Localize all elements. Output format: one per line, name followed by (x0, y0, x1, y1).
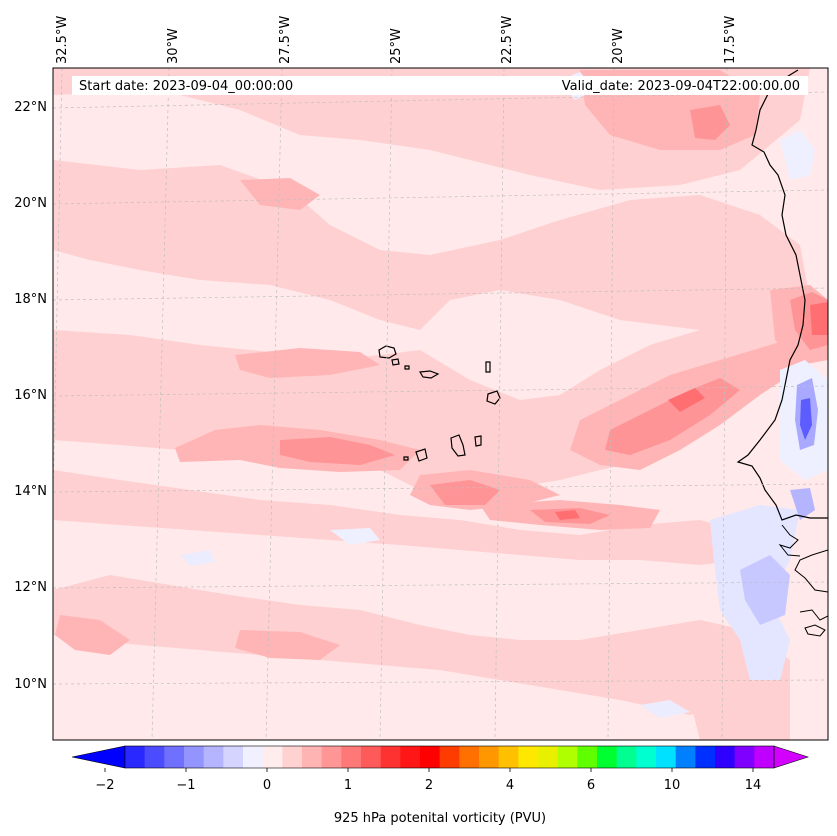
colorbar-cell (538, 746, 558, 768)
colorbar-max-extend (773, 745, 809, 769)
colorbar-cell (164, 746, 185, 768)
colorbar-tick-label: −1 (176, 778, 195, 793)
map-panel (53, 68, 828, 740)
colorbar-cell (577, 746, 598, 768)
longitude-labels: 32.5°W 30°W 27.5°W 25°W 22.5°W 20°W 17.5… (55, 16, 738, 64)
colorbar-cell (380, 746, 401, 768)
latitude-labels: 22°N 20°N 18°N 16°N 14°N 12°N 10°N (14, 100, 47, 692)
africa-coastline-south (794, 549, 828, 637)
colorbar-cell (243, 746, 263, 768)
colorbar-tick-label: 2 (425, 778, 433, 793)
colorbar-cell (361, 746, 381, 768)
colorbar-title: 925 hPa potenital vorticity (PVU) (334, 811, 546, 826)
colorbar-cell (321, 746, 342, 768)
lon-label: 20°W (611, 28, 626, 64)
colorbar-cell (223, 746, 244, 768)
colorbar-cell (754, 746, 775, 768)
lon-label: 17.5°W (723, 16, 738, 64)
colorbar-cell (184, 746, 204, 768)
start-date-label: Start date: 2023-09-04_00:00:00 (79, 79, 293, 94)
colorbar-cell (675, 746, 696, 768)
colorbar-cell (518, 746, 539, 768)
colorbar-cell (597, 746, 617, 768)
map-frame (52, 67, 829, 741)
lat-label: 18°N (14, 292, 47, 307)
colorbar-cell (262, 746, 283, 768)
colorbar-tick-label: 14 (745, 778, 762, 793)
lat-label: 20°N (14, 196, 47, 211)
colorbar-cell (459, 746, 480, 768)
lon-label: 27.5°W (278, 16, 293, 64)
colorbar-cell (125, 746, 145, 768)
colorbar-cell (302, 746, 322, 768)
lat-label: 12°N (14, 580, 47, 595)
colorbar-tick-labels: −2 −1 0 1 2 4 6 10 14 (95, 778, 761, 793)
colorbar-min-extend (71, 745, 126, 769)
cape-verde-islands (378, 345, 501, 462)
lon-label: 25°W (389, 28, 404, 64)
lat-label: 16°N (14, 388, 47, 403)
colorbar-cell (557, 746, 578, 768)
colorbar-tick-label: 4 (506, 778, 514, 793)
colorbar-cell (282, 746, 303, 768)
lon-label: 30°W (166, 28, 181, 64)
colorbar-cell (734, 746, 755, 768)
colorbar-cell (616, 746, 637, 768)
colorbar-cell (695, 746, 716, 768)
colorbar-cell (715, 746, 735, 768)
lon-label: 32.5°W (55, 16, 70, 64)
lon-label: 22.5°W (500, 16, 515, 64)
africa-coastline (736, 69, 828, 521)
graticule (53, 68, 828, 740)
colorbar-tick-label: 1 (344, 778, 352, 793)
pv-contours-strong (280, 105, 828, 524)
colorbar-cell (144, 746, 165, 768)
pv-contours-max (555, 302, 828, 520)
pv-contours-negative (180, 72, 828, 718)
coast-bay-detail (778, 524, 801, 557)
colorbar-cells (125, 746, 775, 768)
lat-label: 14°N (14, 484, 47, 499)
valid-date-label: Valid_date: 2023-09-04T22:00:00.00 (562, 79, 800, 94)
colorbar-cell (439, 746, 460, 768)
colorbar-cell (656, 746, 676, 768)
colorbar-cell (203, 746, 224, 768)
colorbar-cell (636, 746, 657, 768)
colorbar-cell (420, 746, 440, 768)
colorbar-tick-label: 0 (263, 778, 271, 793)
lat-label: 22°N (14, 100, 47, 115)
colorbar-ticks (104, 768, 754, 772)
colorbar-tick-label: −2 (95, 778, 114, 793)
colorbar-tick-label: 10 (664, 778, 681, 793)
colorbar-cell (400, 746, 421, 768)
colorbar-cell (341, 746, 362, 768)
colorbar-tick-label: 6 (587, 778, 595, 793)
colorbar-cell (479, 746, 499, 768)
lat-label: 10°N (14, 677, 47, 692)
colorbar-frame (124, 745, 775, 769)
colorbar: −2 −1 0 1 2 4 6 10 14 925 hPa potenital … (71, 745, 809, 826)
colorbar-cell (498, 746, 519, 768)
annotation-bar (72, 76, 808, 95)
